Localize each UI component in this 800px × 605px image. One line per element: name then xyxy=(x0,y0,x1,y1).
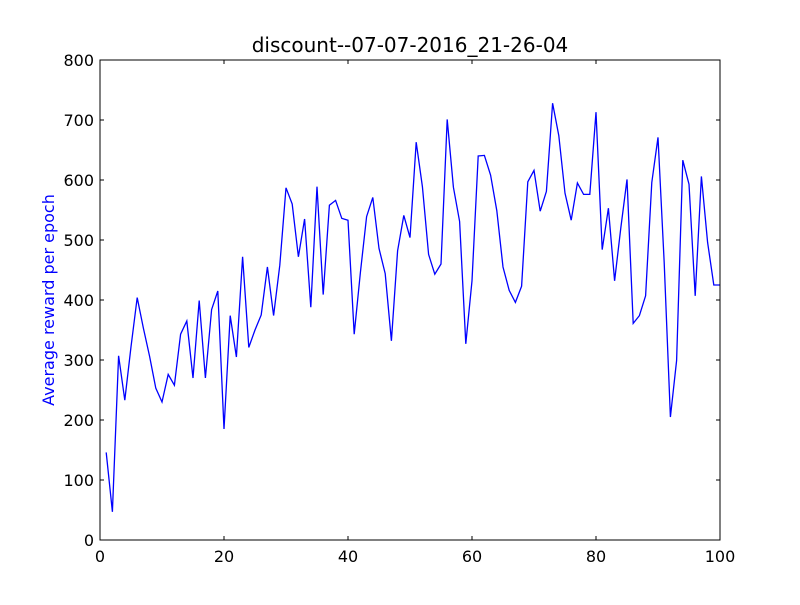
x-tick-label: 60 xyxy=(462,547,482,566)
y-tick-label: 800 xyxy=(63,51,94,70)
y-tick-label: 200 xyxy=(63,411,94,430)
y-axis-label: Average reward per epoch xyxy=(39,194,58,406)
y-tick-label: 300 xyxy=(63,351,94,370)
x-tick-label: 40 xyxy=(338,547,358,566)
y-tick-label: 100 xyxy=(63,471,94,490)
plot-frame xyxy=(99,59,721,541)
x-tick-label: 20 xyxy=(214,547,234,566)
x-tick-label: 0 xyxy=(95,547,105,566)
x-tick-label: 80 xyxy=(586,547,606,566)
chart-title: discount--07-07-2016_21-26-04 xyxy=(252,33,569,57)
y-tick-label: 0 xyxy=(84,531,94,550)
y-tick-label: 600 xyxy=(63,171,94,190)
x-tick-label: 100 xyxy=(705,547,736,566)
y-tick-label: 400 xyxy=(63,291,94,310)
series-line-0 xyxy=(105,103,720,512)
y-tick-label: 700 xyxy=(63,111,94,130)
y-tick-label: 500 xyxy=(63,231,94,250)
axis-ticks: 0 20 40 60 80 100 0 100 200 300 400 500 600 700 800 xyxy=(63,51,735,566)
plot-area xyxy=(105,103,720,512)
